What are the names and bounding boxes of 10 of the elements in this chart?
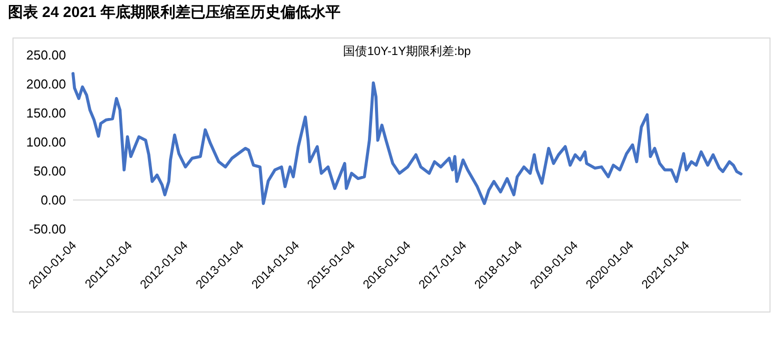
y-tick-label: 150.00: [26, 106, 66, 121]
line-series: [72, 72, 742, 205]
y-tick-label: 200.00: [26, 76, 66, 92]
y-tick-label: -50.00: [29, 222, 66, 237]
y-tick-label: 250.00: [26, 48, 66, 63]
y-tick-label: 100.00: [26, 134, 66, 150]
chart-subtitle: 国债10Y-1Y期限利差:bp: [343, 44, 472, 58]
y-tick-label: 0.00: [40, 192, 66, 208]
y-tick-label: 50.00: [33, 164, 66, 179]
chart-title: 图表 24 2021 年底期限利差已压缩至历史偏低水平: [8, 3, 341, 21]
